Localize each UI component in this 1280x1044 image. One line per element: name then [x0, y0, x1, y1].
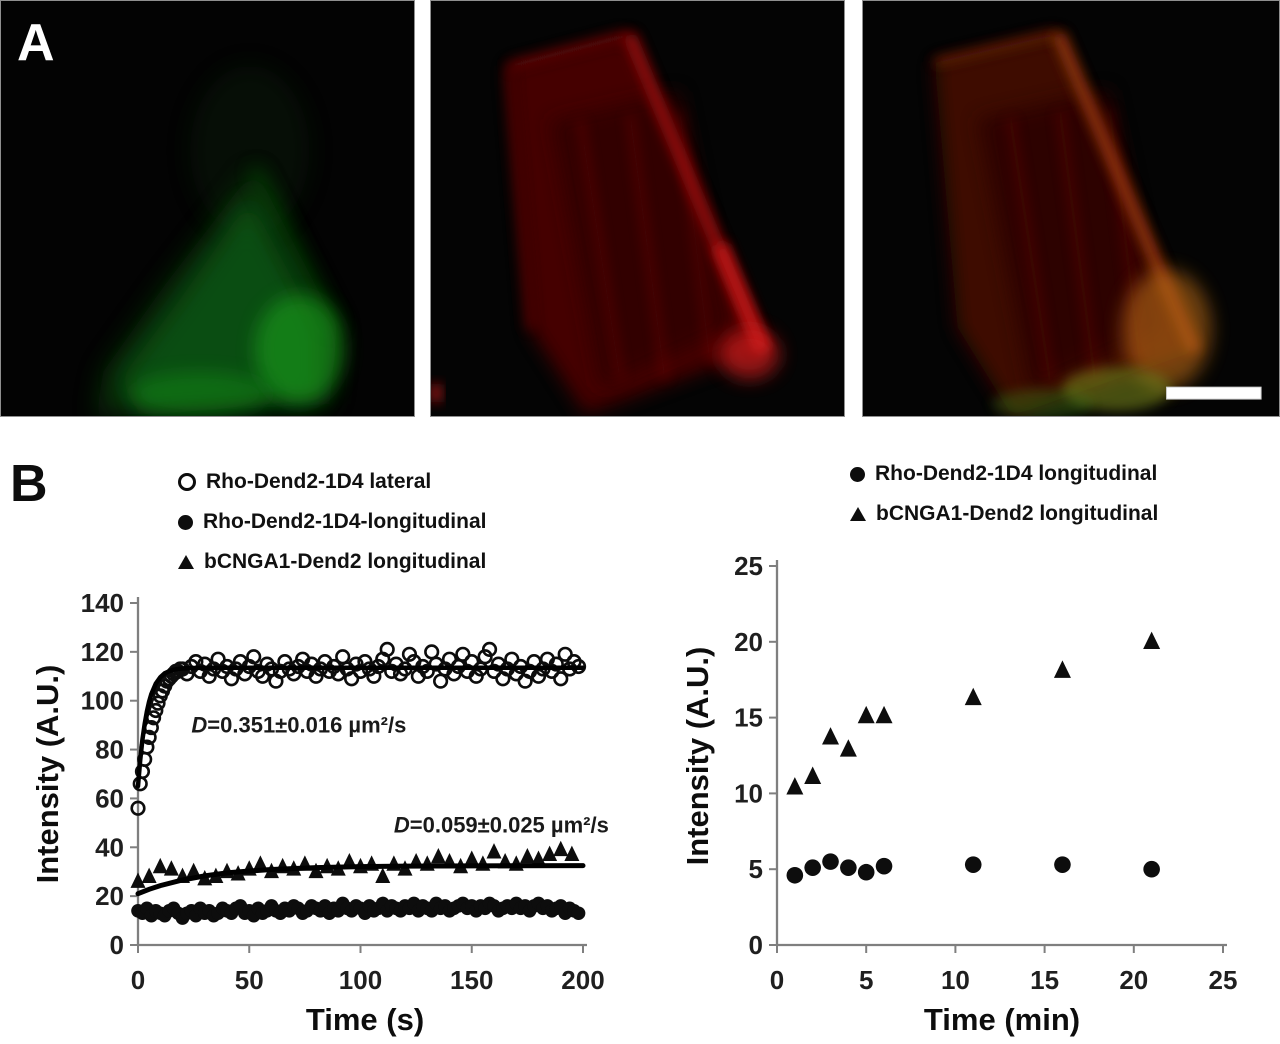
y-tick-label: 0: [749, 930, 763, 960]
diffusion-annotation: D=0.059±0.025 µm²/s: [394, 813, 609, 838]
merged-channel-micrograph: [862, 0, 1280, 417]
y-tick-label: 15: [734, 703, 763, 733]
x-tick-label: 0: [131, 965, 145, 995]
y-tick-label: 25: [734, 551, 763, 581]
legend-item: Rho-Dend2-1D4 lateral: [178, 462, 486, 502]
y-tick-label: 120: [81, 637, 124, 667]
scale-bar: [1166, 386, 1262, 400]
y-tick-label: 20: [734, 627, 763, 657]
y-tick-label: 80: [95, 735, 124, 765]
series-rho-dend2-1d4-longitudinal: [131, 896, 586, 925]
series-bcnga1-dend2-longitudinal: [786, 631, 1161, 795]
x-tick-label: 25: [1209, 965, 1238, 995]
legend-label: Rho-Dend2-1D4-longitudinal: [203, 510, 487, 533]
red-channel-micrograph: [430, 0, 845, 417]
series-rho-dend2-1d4-longitudinal: [786, 853, 1160, 884]
series-longitudinal-fit: [135, 863, 586, 897]
y-tick-label: 0: [110, 930, 124, 960]
left-chart-y-title: Intensity (A.U.): [30, 664, 65, 884]
x-tick-label: 0: [770, 965, 784, 995]
legend-item: bCNGA1-Dend2 longitudinal: [850, 494, 1158, 534]
left-chart-legend: Rho-Dend2-1D4 lateral Rho-Dend2-1D4-longi…: [178, 462, 486, 582]
filled-circle-icon: [850, 466, 865, 482]
right-chart-canvas: 0 5 10 15 20 25 0 5 10 15 20 25: [734, 551, 1238, 995]
y-tick-label: 60: [95, 783, 124, 813]
left-chart-canvas: 0 50 100 150 200 0 20 40 60 80 100 120 140 D=0.351±0.…: [81, 588, 609, 995]
filled-circle-icon: [178, 514, 193, 530]
red-channel-image: [431, 1, 844, 416]
open-circle-icon: [178, 473, 196, 491]
merged-channel-image: [863, 1, 1279, 416]
filled-triangle-icon: [178, 555, 194, 569]
x-tick-label: 150: [450, 965, 493, 995]
y-tick-label: 20: [95, 881, 124, 911]
legend-item: Rho-Dend2-1D4 longitudinal: [850, 454, 1158, 494]
right-chart-x-title: Time (min): [923, 1002, 1081, 1037]
right-chart-legend: Rho-Dend2-1D4 longitudinal bCNGA1-Dend2 l…: [850, 454, 1158, 534]
y-tick-label: 140: [81, 588, 124, 618]
legend-label: Rho-Dend2-1D4 longitudinal: [875, 462, 1158, 485]
x-tick-label: 15: [1030, 965, 1059, 995]
legend-label: Rho-Dend2-1D4 lateral: [206, 470, 432, 493]
right-chart-y-title: Intensity (A.U.): [680, 646, 715, 866]
x-tick-label: 10: [941, 965, 970, 995]
y-tick-label: 100: [81, 686, 124, 716]
x-tick-label: 20: [1119, 965, 1148, 995]
x-tick-label: 100: [339, 965, 382, 995]
x-tick-label: 50: [235, 965, 264, 995]
y-tick-label: 40: [95, 832, 124, 862]
legend-label: bCNGA1-Dend2 longitudinal: [204, 550, 487, 573]
x-tick-label: 200: [561, 965, 604, 995]
legend-item: Rho-Dend2-1D4-longitudinal: [178, 502, 486, 542]
legend-item: bCNGA1-Dend2 longitudinal: [178, 542, 486, 582]
y-tick-label: 5: [749, 854, 763, 884]
green-channel-image: [1, 1, 414, 416]
panel-a-label: A: [17, 14, 55, 72]
left-chart-x-title: Time (s): [305, 1002, 425, 1037]
filled-triangle-icon: [850, 507, 866, 521]
y-tick-label: 10: [734, 778, 763, 808]
panel-b-label: B: [10, 455, 48, 513]
green-channel-micrograph: A: [0, 0, 415, 417]
x-tick-label: 5: [859, 965, 873, 995]
series-lateral-fit: [135, 665, 586, 789]
legend-label: bCNGA1-Dend2 longitudinal: [876, 502, 1159, 525]
diffusion-annotation: D=0.351±0.016 µm²/s: [191, 712, 406, 737]
